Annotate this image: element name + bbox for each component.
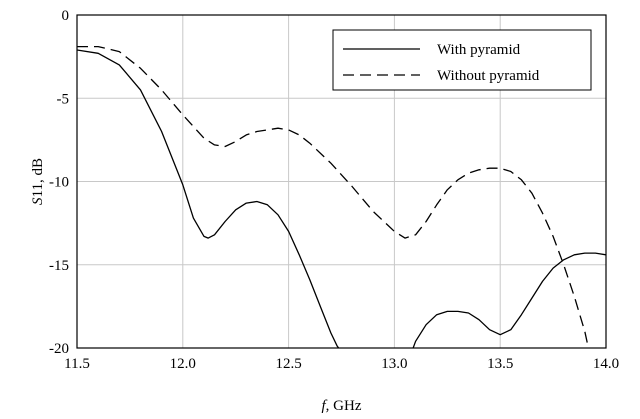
legend-label-with-pyramid: With pyramid	[437, 42, 521, 58]
x-tick-label: 11.5	[64, 356, 90, 372]
y-tick-labels: 0 -5 -10 -15 -20	[49, 8, 69, 357]
y-tick-label: -10	[49, 175, 69, 191]
x-tick-label: 13.5	[487, 356, 513, 372]
legend-label-without-pyramid: Without pyramid	[437, 68, 540, 84]
series-line-without-pyramid	[77, 45, 590, 348]
x-tick-labels: 11.5 12.0 12.5 13.0 13.5 14.0	[64, 356, 619, 372]
x-axis-label-italic: f	[322, 398, 328, 414]
series-line-with-pyramid	[412, 252, 606, 348]
x-tick-label: 12.5	[275, 356, 301, 372]
legend: With pyramid Without pyramid	[332, 29, 592, 91]
y-tick-label: -5	[57, 91, 70, 107]
y-tick-label: 0	[62, 8, 70, 24]
x-tick-label: 12.0	[170, 356, 196, 372]
x-tick-label: 13.0	[381, 356, 407, 372]
series-lines	[77, 45, 606, 348]
y-tick-label: -15	[49, 258, 69, 274]
y-axis-label-italic: S	[30, 197, 46, 205]
series-line-with-pyramid	[77, 49, 340, 348]
plot-frame	[76, 14, 607, 349]
x-axis-label-rest: , GHz	[326, 398, 362, 414]
x-axis-label: f, GHz	[322, 398, 362, 414]
y-axis-label-rest: 11, dB	[30, 158, 46, 197]
y-axis-label: S11, dB	[30, 158, 46, 205]
x-tick-label: 14.0	[593, 356, 619, 372]
legend-box	[332, 29, 592, 91]
y-tick-label: -20	[49, 341, 69, 357]
